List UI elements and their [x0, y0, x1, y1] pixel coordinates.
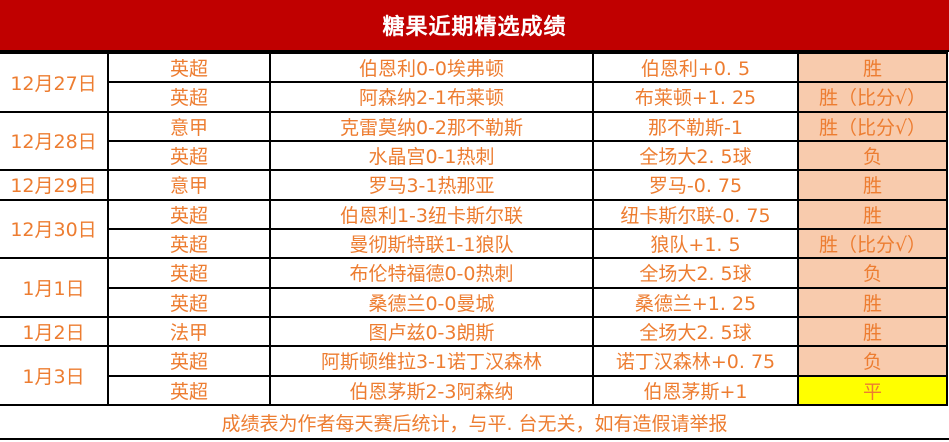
match-cell: 阿森纳2-1布莱顿	[269, 81, 594, 113]
table-row: 英超 水晶宫0-1热刺 全场大2. 5球负	[0, 139, 948, 172]
league-cell: 意甲	[107, 110, 271, 142]
match-cell: 克雷莫纳0-2那不勒斯	[269, 110, 594, 142]
league-cell: 英超	[107, 286, 271, 318]
league-cell: 英超	[107, 198, 271, 230]
result-cell: 胜（比分√）	[797, 227, 948, 260]
footer-bar: 成绩表为作者每天赛后统计，与平. 台无关，如有造假请举报	[0, 406, 949, 440]
match-cell: 伯恩利1-3纽卡斯尔联	[269, 198, 594, 230]
bet-cell: 桑德兰+1. 25	[592, 286, 799, 318]
date-cell: 12月30日	[0, 198, 109, 260]
match-cell: 伯恩利0-0埃弗顿	[269, 51, 594, 84]
match-cell: 图卢兹0-3朗斯	[269, 315, 594, 348]
match-cell: 水晶宫0-1热刺	[269, 139, 594, 172]
bet-cell: 伯恩茅斯+1	[592, 374, 799, 407]
league-cell: 英超	[107, 374, 271, 407]
result-cell: 平	[797, 374, 948, 407]
table-row: 1月2日 法甲 图卢兹0-3朗斯 全场大2. 5球胜	[0, 315, 948, 348]
bet-cell: 伯恩利+0. 5	[592, 51, 799, 84]
result-cell: 胜	[797, 286, 948, 318]
league-cell: 英超	[107, 227, 271, 260]
date-cell: 12月27日	[0, 52, 109, 113]
date-cell: 12月28日	[0, 110, 109, 172]
result-cell: 负	[797, 139, 948, 172]
league-cell: 英超	[107, 257, 271, 289]
table-row: 英超 伯恩茅斯2-3阿森纳 伯恩茅斯+1 平	[0, 374, 948, 407]
league-cell: 英超	[107, 345, 271, 377]
table-row: 12月28日 意甲 克雷莫纳0-2那不勒斯 那不勒斯-1 胜（比分√）	[0, 110, 948, 172]
results-table: 12月27日 英超 伯恩利0-0埃弗顿 伯恩利+0. 5 胜英超 阿森纳2-1布莱顿 布莱顿…	[0, 51, 948, 407]
match-cell: 阿斯顿维拉3-1诺丁汉森林	[269, 345, 594, 377]
result-cell: 胜（比分√）	[797, 110, 948, 142]
bet-cell: 诺丁汉森林+0. 75	[592, 345, 799, 377]
table-row: 12月30日 英超 伯恩利1-3纽卡斯尔联 纽卡斯尔联-0. 75 胜	[0, 198, 948, 260]
bet-cell: 全场大2. 5球	[592, 315, 799, 348]
bet-cell: 罗马-0. 75	[592, 169, 799, 201]
league-cell: 法甲	[107, 315, 271, 348]
date-cell: 1月1日	[0, 257, 109, 318]
page-title: 糖果近期精选成绩	[382, 15, 567, 40]
league-cell: 意甲	[107, 169, 271, 201]
date-cell: 1月3日	[0, 345, 109, 406]
league-cell: 英超	[107, 81, 271, 113]
result-cell: 负	[797, 345, 948, 377]
table-row: 1月1日 英超 布伦特福德0-0热刺 全场大2. 5球负	[0, 257, 948, 318]
table-row: 英超 阿森纳2-1布莱顿 布莱顿+1. 25 胜（比分√）	[0, 81, 948, 113]
result-cell: 胜	[797, 315, 948, 348]
match-cell: 桑德兰0-0曼城	[269, 286, 594, 318]
result-cell: 胜	[797, 51, 948, 84]
header-bar: 糖果近期精选成绩	[0, 0, 949, 52]
result-cell: 胜（比分√）	[797, 81, 948, 113]
bet-cell: 全场大2. 5球	[592, 139, 799, 172]
bet-cell: 纽卡斯尔联-0. 75	[592, 198, 799, 230]
bet-cell: 布莱顿+1. 25	[592, 81, 799, 113]
table-row: 12月29日 意甲 罗马3-1热那亚 罗马-0. 75 胜	[0, 169, 948, 201]
result-cell: 胜	[797, 198, 948, 230]
league-cell: 英超	[107, 139, 271, 172]
table-row: 英超 桑德兰0-0曼城 桑德兰+1. 25 胜	[0, 286, 948, 318]
match-cell: 布伦特福德0-0热刺	[269, 257, 594, 289]
league-cell: 英超	[107, 51, 271, 84]
disclaimer-note: 成绩表为作者每天赛后统计，与平. 台无关，如有造假请举报	[221, 412, 728, 435]
table-row: 1月3日 英超 阿斯顿维拉3-1诺丁汉森林 诺丁汉森林+0. 75 负	[0, 345, 948, 406]
date-cell: 1月2日	[0, 315, 109, 348]
match-cell: 曼彻斯特联1-1狼队	[269, 227, 594, 260]
table-row: 英超 曼彻斯特联1-1狼队 狼队+1. 5 胜（比分√）	[0, 227, 948, 260]
bet-cell: 那不勒斯-1	[592, 110, 799, 142]
result-cell: 胜	[797, 169, 948, 201]
date-cell: 12月29日	[0, 169, 109, 201]
bet-cell: 狼队+1. 5	[592, 227, 799, 260]
result-cell: 负	[797, 257, 948, 289]
match-cell: 罗马3-1热那亚	[269, 169, 594, 201]
bet-cell: 全场大2. 5球	[592, 257, 799, 289]
match-cell: 伯恩茅斯2-3阿森纳	[269, 374, 594, 407]
